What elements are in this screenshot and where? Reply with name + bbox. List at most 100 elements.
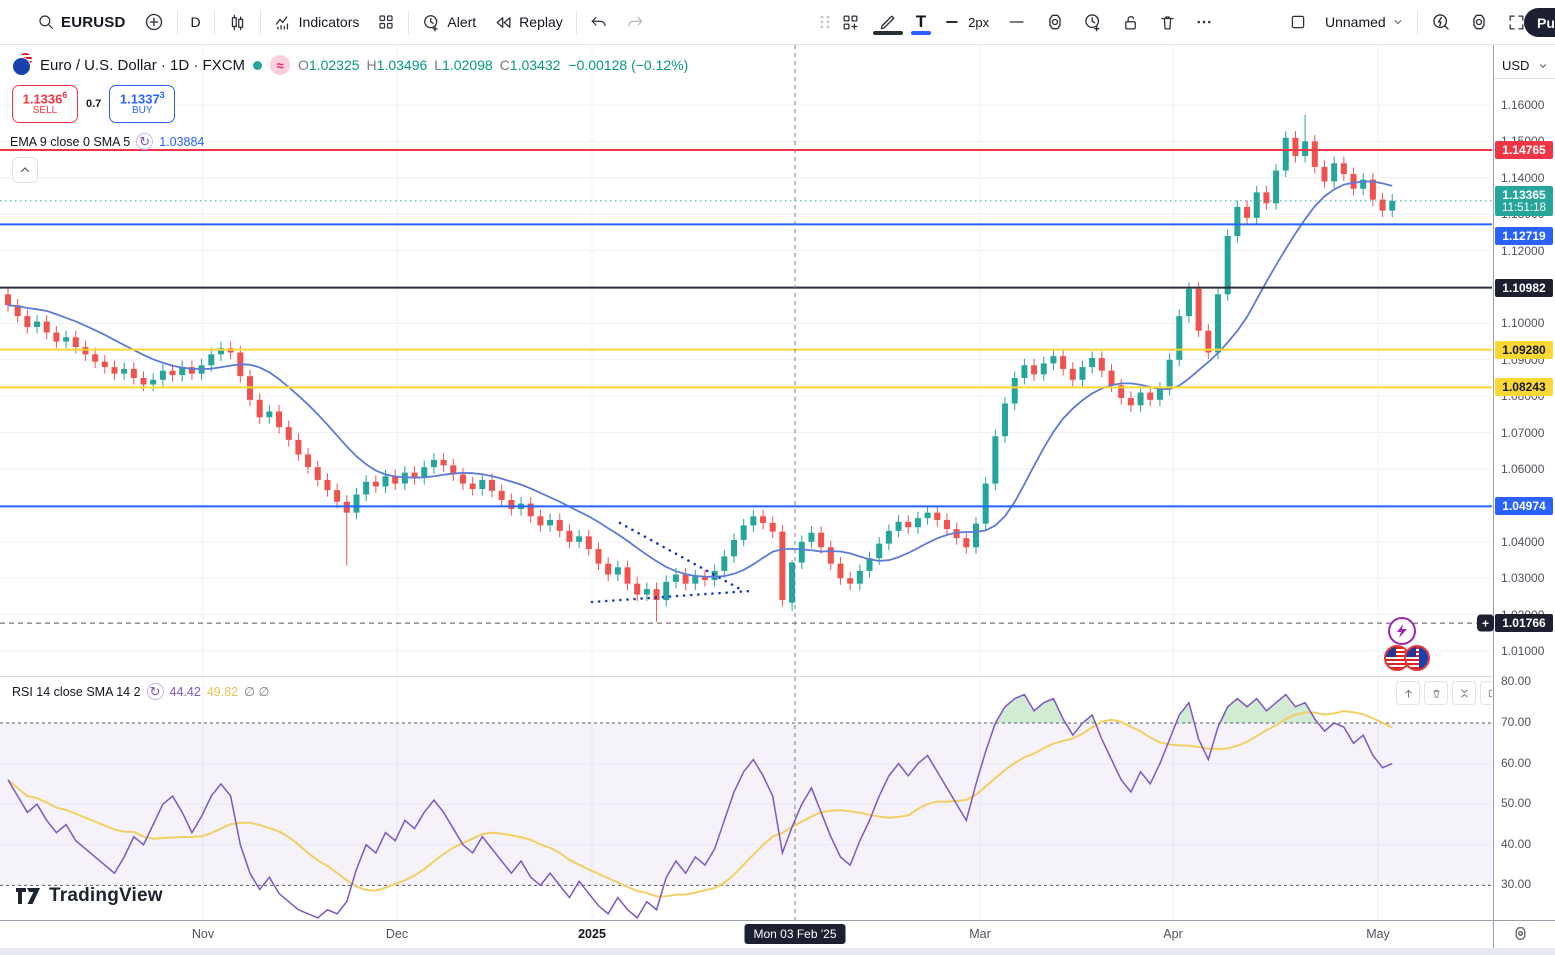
price-axis[interactable]: USD 1.010001.020001.030001.040001.050001… bbox=[1477, 45, 1555, 920]
candle-body bbox=[1389, 200, 1396, 211]
candle-body bbox=[1244, 206, 1251, 218]
sell-button[interactable]: 1.13366 SELL bbox=[12, 85, 78, 123]
buy-price: 1.1337 bbox=[119, 91, 160, 107]
add-alert-plus-icon[interactable]: + bbox=[1477, 614, 1494, 632]
candle-body bbox=[479, 479, 486, 490]
indicators-button[interactable]: Indicators bbox=[265, 6, 369, 38]
compare-add-button[interactable] bbox=[135, 6, 173, 38]
candle-body bbox=[469, 483, 476, 490]
object-tree-add-button[interactable] bbox=[832, 6, 869, 38]
candle-body bbox=[779, 531, 786, 601]
quick-search-button[interactable] bbox=[1422, 6, 1460, 38]
price-chart-canvas bbox=[0, 45, 1492, 676]
candle-body bbox=[818, 532, 825, 548]
drawing-settings-button[interactable] bbox=[1036, 6, 1074, 38]
candle-body bbox=[731, 539, 737, 557]
candle-body bbox=[973, 523, 979, 548]
candle-body bbox=[1002, 403, 1009, 437]
rsi-pane[interactable]: RSI 14 close SMA 14 2 ↻ 44.42 49.82 ∅ ∅ bbox=[0, 676, 1492, 921]
pair-logo-icon bbox=[12, 53, 32, 76]
buy-price-sup: 3 bbox=[159, 90, 165, 101]
maximize-icon bbox=[1488, 689, 1492, 697]
maximize-pane-button[interactable] bbox=[1480, 681, 1492, 705]
drawing-alert-button[interactable] bbox=[1074, 6, 1112, 38]
ma-line bbox=[7, 180, 1393, 578]
publish-button[interactable]: Pu bbox=[1524, 8, 1555, 37]
layout-name-dropdown[interactable]: Unnamed bbox=[1316, 6, 1413, 38]
candle-body bbox=[1340, 163, 1347, 175]
candle-body bbox=[53, 332, 60, 342]
candle-body bbox=[14, 305, 21, 317]
candle-body bbox=[334, 490, 341, 502]
tradingview-watermark[interactable]: TradingView bbox=[16, 885, 163, 907]
price-pane[interactable]: Euro / U.S. Dollar · 1D · FXCM ≈ O1.0232… bbox=[0, 45, 1492, 676]
lock-drawings-button[interactable] bbox=[1112, 6, 1149, 38]
rsi-tick: 40.00 bbox=[1501, 836, 1532, 851]
spread-value: 0.7 bbox=[86, 98, 102, 110]
redo-button[interactable] bbox=[617, 6, 653, 38]
trade-panel: 1.13366 SELL 0.7 1.13373 BUY bbox=[12, 85, 176, 123]
symbol-search-button[interactable]: EURUSD bbox=[28, 6, 135, 38]
line-width-icon bbox=[946, 21, 958, 23]
buy-button[interactable]: 1.13373 BUY bbox=[109, 85, 176, 123]
candle-body bbox=[1185, 288, 1192, 317]
undo-button[interactable] bbox=[581, 6, 617, 38]
time-axis-settings-button[interactable] bbox=[1512, 925, 1529, 945]
move-pane-up-button[interactable] bbox=[1396, 681, 1420, 705]
save-layout-button[interactable] bbox=[1280, 6, 1316, 38]
text-tool-button[interactable]: T bbox=[907, 6, 935, 38]
symbol-title[interactable]: Euro / U.S. Dollar · 1D · FXCM bbox=[40, 56, 246, 74]
indicators-label: Indicators bbox=[298, 14, 360, 30]
candle-body bbox=[372, 481, 379, 487]
chart-settings-button[interactable] bbox=[1460, 6, 1498, 38]
rsi-indicator-row[interactable]: RSI 14 close SMA 14 2 ↻ 44.42 49.82 ∅ ∅ bbox=[12, 683, 269, 700]
draw-pencil-button[interactable] bbox=[869, 6, 907, 38]
price-tick: 1.16000 bbox=[1501, 98, 1545, 112]
candle-body bbox=[866, 558, 873, 571]
candle-body bbox=[547, 519, 554, 526]
candle-body bbox=[1282, 137, 1289, 171]
sell-price-sup: 6 bbox=[62, 90, 68, 101]
fullscreen-button[interactable] bbox=[1498, 6, 1535, 38]
economic-event-flag-icon[interactable] bbox=[1404, 645, 1430, 671]
candle-body bbox=[430, 459, 437, 468]
candle-body bbox=[1147, 392, 1154, 400]
ema-indicator-row[interactable]: EMA 9 close 0 SMA 5 ↻ 1.03884 bbox=[10, 133, 204, 150]
trash-icon bbox=[1432, 689, 1440, 698]
more-tools-button[interactable] bbox=[1186, 6, 1222, 38]
toolbar-separator bbox=[213, 10, 215, 34]
alert-clock-icon bbox=[424, 14, 439, 31]
time-label: Apr bbox=[1163, 927, 1183, 941]
market-status-dot-icon[interactable] bbox=[253, 60, 263, 70]
price-level-badge: 1.14765 bbox=[1495, 140, 1553, 159]
candle-body bbox=[537, 516, 544, 526]
candle-body bbox=[392, 476, 399, 484]
lightning-event-icon[interactable] bbox=[1388, 617, 1416, 645]
indicator-templates-button[interactable] bbox=[368, 6, 404, 38]
delete-pane-button[interactable] bbox=[1424, 681, 1448, 705]
chart-style-button[interactable] bbox=[219, 6, 256, 38]
rsi-chart-canvas bbox=[0, 677, 1492, 921]
remove-drawings-button[interactable] bbox=[1149, 6, 1186, 38]
collapse-indicators-button[interactable] bbox=[12, 157, 38, 183]
replay-button[interactable]: Replay bbox=[485, 6, 572, 38]
line-width-button[interactable]: 2px bbox=[935, 6, 998, 38]
axis-currency[interactable]: USD bbox=[1494, 53, 1555, 79]
candle-body bbox=[1060, 356, 1067, 369]
candle-body bbox=[701, 576, 708, 581]
line-style-button[interactable] bbox=[998, 6, 1036, 38]
candle-body bbox=[24, 316, 31, 328]
candle-body bbox=[643, 589, 650, 595]
text-color-bar bbox=[910, 31, 932, 35]
time-axis[interactable]: Nov Dec 2025 Mar Apr May Mon 03 Feb '25 bbox=[0, 920, 1555, 949]
alert-button[interactable]: Alert bbox=[413, 6, 485, 38]
rsi-tick: 70.00 bbox=[1501, 715, 1532, 729]
square-icon bbox=[1291, 15, 1305, 29]
rsi-tick: 50.00 bbox=[1501, 796, 1532, 811]
approx-data-icon[interactable]: ≈ bbox=[270, 55, 291, 75]
collapse-pane-button[interactable] bbox=[1452, 681, 1476, 705]
interval-button[interactable]: D bbox=[182, 6, 210, 38]
candle-body bbox=[92, 354, 99, 362]
drag-handle-icon[interactable] bbox=[818, 12, 832, 32]
candle-body bbox=[1379, 199, 1386, 211]
